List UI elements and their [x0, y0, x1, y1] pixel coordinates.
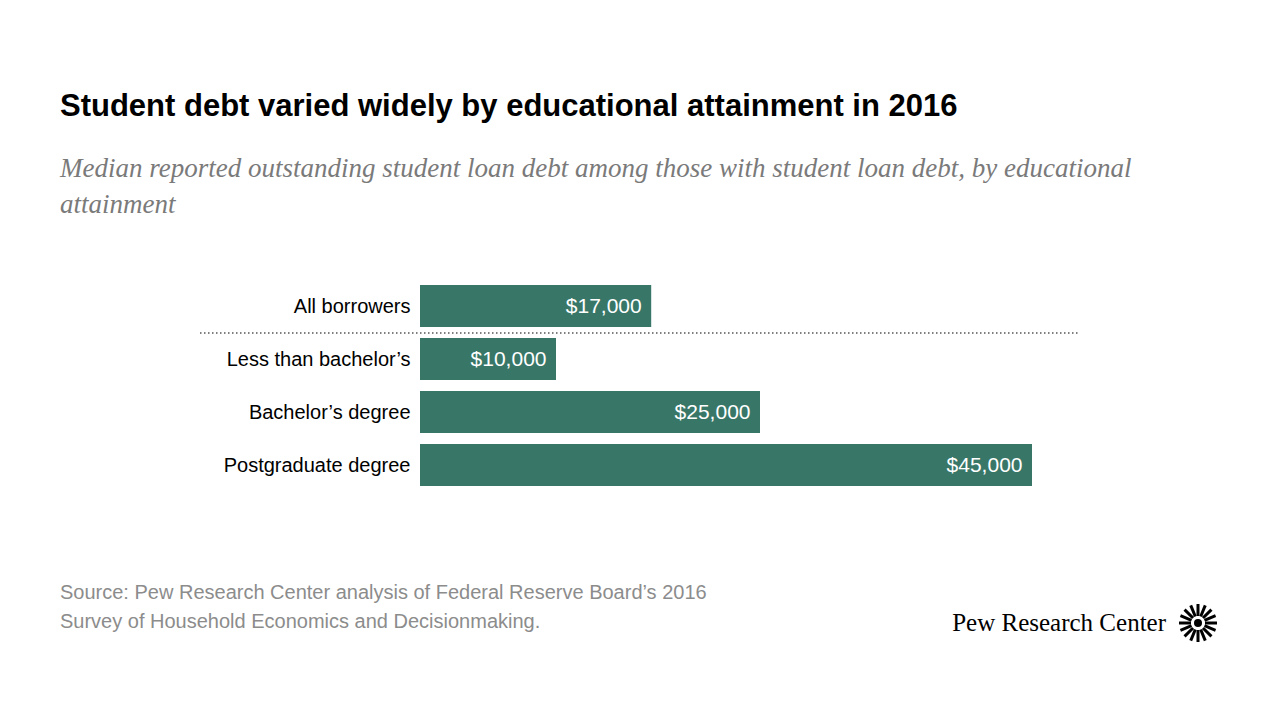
html-text:Student debt varied widely by: Student debt varied widely by educationa…	[60, 88, 958, 123]
svg-text:$17,000: $17,000	[566, 294, 642, 317]
html-text:Median reported outstanding st: Median reported outstanding student loan…	[60, 153, 1132, 219]
svg-text:$10,000: $10,000	[471, 347, 547, 370]
svg-text:All borrowers: All borrowers	[294, 295, 411, 317]
svg-text:$25,000: $25,000	[675, 400, 751, 423]
svg-text:Postgraduate degree: Postgraduate degree	[224, 454, 411, 476]
html-text:Source: Pew Research Center an: Source: Pew Research Center analysis of …	[60, 581, 707, 632]
html-text:Pew Research Center: Pew Research Center	[952, 609, 1166, 636]
svg-text:Bachelor’s degree: Bachelor’s degree	[249, 401, 411, 423]
svg-text:$45,000: $45,000	[947, 453, 1023, 476]
svg-text:Less than bachelor’s: Less than bachelor’s	[227, 348, 411, 370]
